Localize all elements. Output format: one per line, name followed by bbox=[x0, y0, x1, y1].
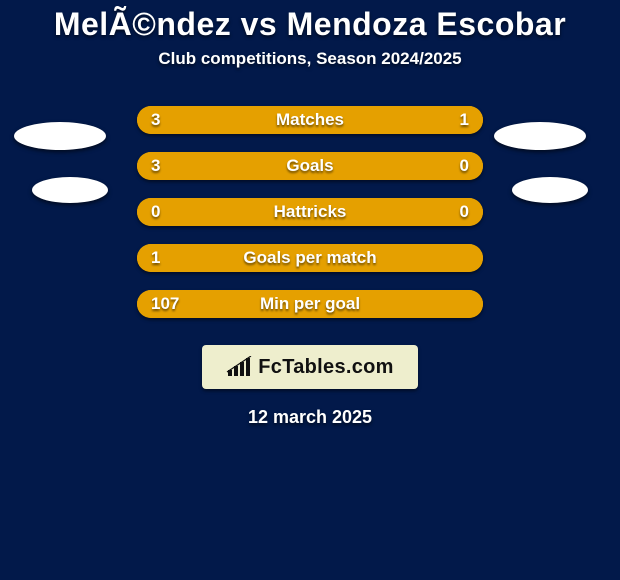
stat-label: Goals per match bbox=[243, 244, 376, 272]
page-title: MelÃ©ndez vs Mendoza Escobar bbox=[0, 4, 620, 49]
subtitle: Club competitions, Season 2024/2025 bbox=[0, 49, 620, 69]
stat-row: 3 0 Goals bbox=[0, 143, 620, 189]
stat-value-left: 3 bbox=[151, 106, 160, 134]
stat-label: Min per goal bbox=[260, 290, 360, 318]
stat-row: 1 Goals per match bbox=[0, 235, 620, 281]
stat-bar-track: 3 0 Goals bbox=[137, 152, 483, 180]
stat-value-left: 107 bbox=[151, 290, 179, 318]
stat-row: 0 0 Hattricks bbox=[0, 189, 620, 235]
stat-label: Matches bbox=[276, 106, 344, 134]
site-logo: FcTables.com bbox=[202, 345, 418, 389]
stat-bar-track: 107 Min per goal bbox=[137, 290, 483, 318]
bar-chart-icon bbox=[226, 356, 252, 378]
stat-bar-left bbox=[137, 152, 397, 180]
logo-text: FcTables.com bbox=[258, 356, 394, 379]
stat-bar-track: 0 0 Hattricks bbox=[137, 198, 483, 226]
stat-label: Goals bbox=[286, 152, 333, 180]
stat-row: 3 1 Matches bbox=[0, 97, 620, 143]
stat-bar-right bbox=[397, 152, 484, 180]
stat-value-left: 0 bbox=[151, 198, 160, 226]
stat-row: 107 Min per goal bbox=[0, 281, 620, 327]
stat-value-right: 0 bbox=[460, 152, 469, 180]
footer-date: 12 march 2025 bbox=[0, 407, 620, 428]
comparison-card: MelÃ©ndez vs Mendoza Escobar Club compet… bbox=[0, 0, 620, 580]
stat-value-left: 1 bbox=[151, 244, 160, 272]
stat-value-right: 0 bbox=[460, 198, 469, 226]
stat-bar-left bbox=[137, 106, 397, 134]
stat-label: Hattricks bbox=[274, 198, 347, 226]
stat-rows: 3 1 Matches 3 0 Goals 0 0 Hattricks 1 Goals per ma… bbox=[0, 97, 620, 327]
stat-value-right: 1 bbox=[460, 106, 469, 134]
stat-bar-right bbox=[397, 106, 484, 134]
stat-value-left: 3 bbox=[151, 152, 160, 180]
stat-bar-track: 3 1 Matches bbox=[137, 106, 483, 134]
stat-bar-track: 1 Goals per match bbox=[137, 244, 483, 272]
